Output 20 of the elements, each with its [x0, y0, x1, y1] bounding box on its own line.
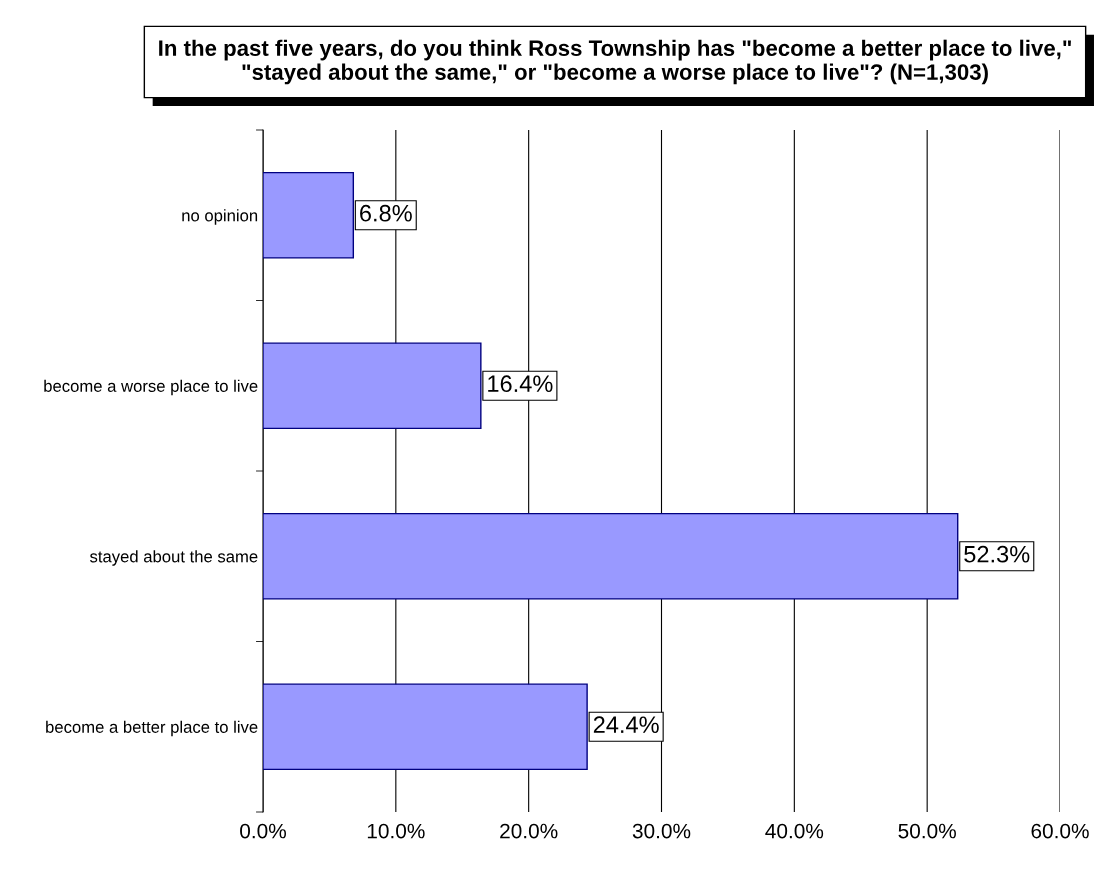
- y-tick-label: no opinion: [182, 209, 258, 225]
- x-tick-label: 10.0%: [367, 823, 425, 839]
- x-tick-label: 0.0%: [240, 823, 286, 839]
- data-label: 52.3%: [964, 545, 1030, 563]
- y-tick-label: become a worse place to live: [44, 379, 258, 396]
- bar: [263, 342, 482, 430]
- bar: [263, 683, 588, 771]
- data-label: 24.4%: [593, 716, 659, 733]
- x-tick-label: 50.0%: [898, 823, 956, 839]
- bar: [263, 171, 355, 259]
- x-tick-label: 20.0%: [500, 823, 558, 839]
- bar: [263, 512, 959, 600]
- data-label: 6.8%: [360, 204, 412, 222]
- y-tick-label: stayed about the same: [89, 550, 258, 566]
- x-tick-label: 40.0%: [765, 823, 824, 839]
- data-label: 16.4%: [488, 375, 553, 393]
- y-tick-label: become a better place to live: [46, 720, 258, 737]
- x-tick-label: 30.0%: [632, 823, 691, 839]
- x-tick-label: 60.0%: [1031, 823, 1089, 839]
- chart-title: In the past five years, do you think Ross Township has "become a better place to live," "stayed about the same," or "become a worse place to live"? (N=1,303): [159, 39, 1071, 85]
